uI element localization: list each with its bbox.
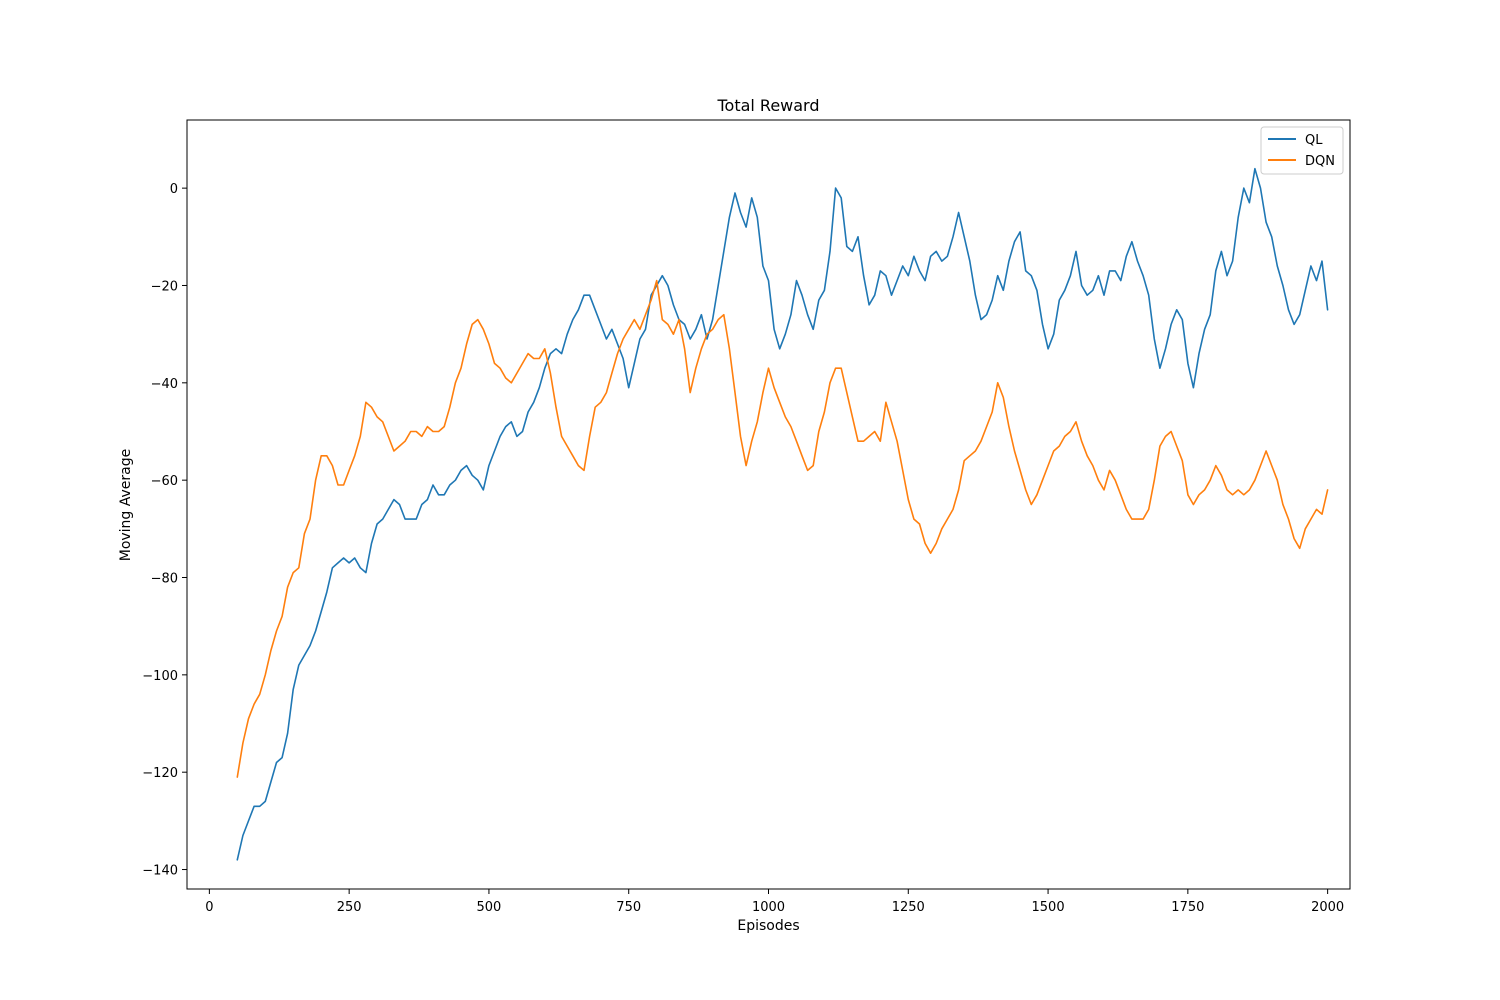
x-tick-label: 250 — [337, 900, 362, 915]
legend-label-dqn: DQN — [1305, 154, 1335, 169]
plot-background — [187, 120, 1350, 889]
x-tick-label: 2000 — [1311, 900, 1344, 915]
x-axis-title: Episodes — [737, 918, 799, 934]
series-line-ql — [236, 167, 1329, 861]
y-tick-label: −140 — [142, 864, 178, 879]
series-line-dqn — [236, 279, 1329, 778]
y-tick-label: −100 — [142, 669, 178, 684]
y-axis-title: Moving Average — [118, 449, 134, 562]
x-tick-label: 1500 — [1032, 900, 1065, 915]
y-tick-label: −80 — [151, 572, 178, 587]
x-tick-label: 750 — [616, 900, 641, 915]
y-tick-label: −120 — [142, 766, 178, 781]
x-tick-label: 1750 — [1171, 900, 1204, 915]
x-tick-label: 500 — [477, 900, 502, 915]
plot-area — [186, 119, 1351, 890]
y-axis: 0 −20 −40 −60 −80 −100 −120 −140 — [142, 182, 187, 879]
x-tick-label: 1250 — [892, 900, 925, 915]
x-tick-label: 1000 — [752, 900, 785, 915]
chart-title: Total Reward — [716, 96, 819, 115]
x-axis: 0 250 500 750 1000 1250 1500 1750 2000 — [205, 889, 1344, 915]
y-tick-label: 0 — [170, 182, 178, 197]
legend: QL DQN — [1260, 126, 1344, 175]
x-tick-label: 0 — [205, 900, 213, 915]
y-tick-label: −20 — [151, 279, 178, 294]
series-group — [236, 167, 1329, 861]
y-tick-label: −60 — [151, 474, 178, 489]
legend-label-ql: QL — [1305, 133, 1323, 148]
y-tick-label: −40 — [151, 377, 178, 392]
